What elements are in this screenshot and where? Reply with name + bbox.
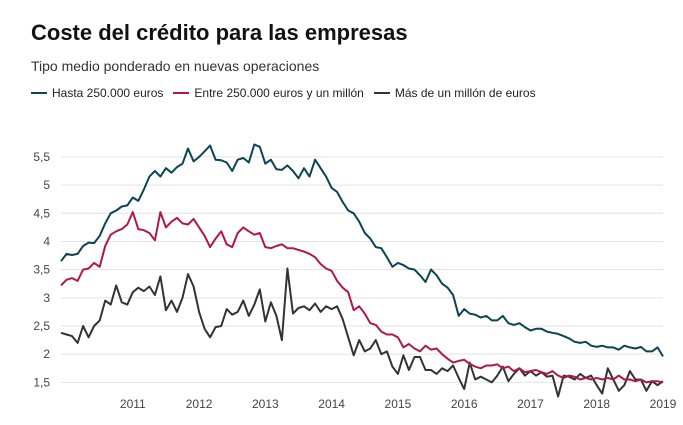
y-tick-label: 4 [43, 234, 50, 248]
x-tick-label: 2017 [517, 397, 544, 411]
y-axis-ticks: 1,5 2 2,5 3 3,5 4 4,5 5 5,5 [33, 150, 50, 389]
chart-title: Coste del crédito para las empresas [31, 20, 408, 45]
legend-item-entre-250000-millon: Entre 250.000 euros y un millón [173, 86, 364, 100]
x-tick-label: 2019 [650, 397, 677, 411]
y-tick-label: 5,5 [33, 150, 50, 164]
x-tick-label: 2014 [318, 397, 345, 411]
y-tick-label: 1,5 [33, 375, 50, 389]
y-tick-label: 4,5 [33, 206, 50, 220]
legend-swatch-mas-de-millon [373, 92, 390, 94]
legend-swatch-entre-250000-millon [173, 92, 190, 94]
series-line-2 [60, 267, 664, 398]
chart-series-lines [60, 143, 664, 398]
y-tick-label: 2 [43, 347, 50, 361]
x-tick-label: 2011 [120, 397, 146, 411]
x-tick-label: 2018 [583, 397, 610, 411]
x-tick-label: 2012 [186, 397, 213, 411]
legend-label-mas-de-millon: Más de un millón de euros [394, 86, 536, 100]
series-line-0 [60, 143, 664, 357]
legend-swatch-hasta-250000 [31, 92, 47, 94]
x-axis-ticks: 2011 2012 2013 2014 2015 2016 2017 2018 2019 [120, 397, 677, 411]
y-tick-label: 2,5 [33, 319, 50, 333]
x-tick-label: 2013 [252, 397, 279, 411]
legend-label-entre-250000-millon: Entre 250.000 euros y un millón [194, 86, 364, 100]
legend-item-mas-de-millon: Más de un millón de euros [373, 86, 536, 100]
y-tick-label: 3 [43, 291, 50, 305]
legend-label-hasta-250000: Hasta 250.000 euros [52, 86, 164, 100]
x-tick-label: 2015 [385, 397, 412, 411]
y-tick-label: 3,5 [33, 263, 50, 277]
series-line-1 [60, 211, 664, 384]
legend-item-hasta-250000: Hasta 250.000 euros [31, 86, 163, 100]
chart-legend: Hasta 250.000 euros Entre 250.000 euros … [31, 86, 546, 100]
x-tick-label: 2016 [451, 397, 478, 411]
y-tick-label: 5 [43, 178, 50, 192]
chart-gridlines [61, 156, 663, 383]
chart-subtitle: Tipo medio ponderado en nuevas operacion… [31, 58, 320, 74]
